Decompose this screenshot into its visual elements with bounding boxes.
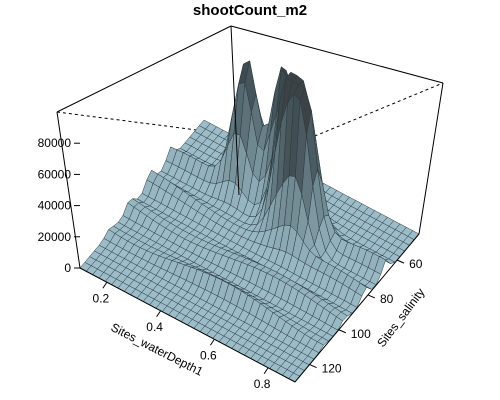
y-axis-tick-label: 60 [409, 257, 423, 271]
x-axis-tick-label: 0.2 [93, 291, 110, 305]
chart-title: shootCount_m2 [192, 2, 308, 19]
y-axis-tick-mark [309, 364, 317, 369]
x-axis-tick-label: 0.6 [200, 348, 217, 362]
y-axis-tick-label: 100 [351, 327, 371, 341]
x-axis-tick-mark [102, 281, 108, 289]
y-axis-tick-mark [338, 329, 346, 334]
z-axis-tick-label: 80000 [38, 136, 72, 150]
x-axis-tick-mark [209, 338, 215, 346]
axes: 0 20000 40000 60000 80000 0.2 0.4 0.6 0.8 60 80 100… [38, 136, 423, 391]
z-axis-tick-label: 0 [64, 261, 71, 275]
z-axis-tick-label: 60000 [38, 167, 72, 181]
z-axis-tick-label: 20000 [38, 230, 72, 244]
y-axis-tick-mark [367, 294, 376, 299]
x-axis-tick-label: 0.4 [146, 320, 163, 334]
z-axis-tick-label: 40000 [38, 199, 72, 213]
x-axis-tick-mark [263, 367, 269, 375]
x-axis-tick-label: 0.8 [254, 377, 271, 391]
surface-mesh [79, 60, 420, 383]
y-axis-tick-label: 120 [322, 362, 342, 376]
x-axis-tick-mark [156, 310, 162, 318]
plot-box-front [56, 25, 444, 383]
y-axis-tick-mark [396, 259, 405, 264]
y-axis-tick-label: 80 [380, 292, 394, 306]
